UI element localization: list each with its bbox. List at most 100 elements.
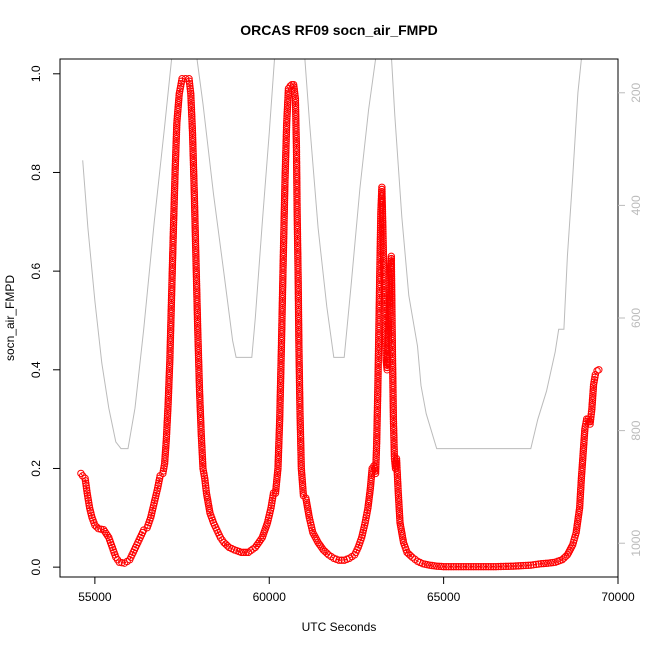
data-point [185, 79, 194, 88]
data-point [586, 420, 594, 428]
data-point [85, 501, 93, 510]
data-point [479, 562, 488, 571]
data-point [590, 375, 599, 384]
data-point [394, 477, 402, 486]
data-point [186, 84, 194, 93]
data-point [389, 415, 398, 423]
data-point [462, 562, 470, 571]
data-point [197, 434, 206, 443]
data-point [390, 450, 399, 458]
data-point [393, 464, 401, 472]
data-point [283, 110, 291, 118]
data-point [529, 561, 538, 569]
data-point [435, 562, 443, 571]
data-point [537, 559, 545, 568]
data-point [185, 75, 193, 83]
data-point [389, 424, 398, 433]
data-point [477, 562, 485, 571]
data-point [390, 431, 398, 440]
data-point [115, 558, 123, 566]
data-point [187, 101, 195, 109]
data-point [589, 385, 597, 393]
data-point [187, 94, 195, 102]
data-point [187, 89, 195, 98]
data-point [482, 562, 490, 571]
data-point [393, 471, 402, 479]
y-tick-label: 0.6 [29, 262, 43, 279]
data-point [390, 429, 398, 437]
data-point [198, 450, 206, 459]
data-point [389, 422, 398, 430]
data-point [103, 531, 112, 540]
data-point [198, 444, 206, 452]
data-point [454, 562, 463, 571]
data-point [437, 562, 445, 571]
data-point [283, 117, 291, 125]
data-point [188, 124, 197, 133]
data-point [390, 436, 398, 444]
data-point [159, 469, 167, 478]
data-point [200, 469, 208, 478]
data-point [593, 367, 601, 375]
data-point [283, 101, 292, 109]
data-point [507, 562, 515, 570]
data-point [187, 103, 196, 112]
y-tick-label: 0.8 [29, 164, 43, 181]
data-point [268, 499, 276, 507]
data-point [472, 562, 480, 571]
data-point [163, 409, 172, 418]
data-point [188, 113, 196, 121]
data-point [181, 75, 190, 83]
data-point [393, 459, 401, 467]
data-point [188, 117, 196, 126]
data-point [335, 556, 343, 564]
data-point [389, 420, 398, 428]
data-point [316, 542, 325, 550]
data-point [82, 479, 90, 487]
data-point [393, 473, 402, 481]
data-point [467, 562, 475, 571]
data-point [390, 427, 398, 435]
data-point [83, 486, 91, 495]
chart-title: ORCAS RF09 socn_air_FMPD [240, 22, 438, 38]
data-point [92, 523, 101, 531]
data-point [198, 455, 207, 463]
data-point [289, 80, 298, 89]
data-point [198, 446, 206, 454]
data-point [163, 419, 171, 427]
data-point [595, 366, 603, 374]
data-point [97, 525, 105, 533]
y-tick-label: 0.4 [29, 361, 43, 378]
x-tick-label: 70000 [601, 590, 635, 604]
data-point [390, 440, 398, 449]
data-point [299, 487, 307, 495]
data-point [175, 92, 183, 100]
data-point [580, 429, 589, 438]
data-point [199, 460, 207, 468]
data-point [159, 467, 168, 475]
data-point [101, 527, 109, 536]
data-point [94, 524, 103, 533]
data-point [582, 417, 590, 426]
data-point [163, 428, 171, 436]
data-point [464, 562, 473, 571]
data-point [590, 378, 598, 386]
data-point [283, 114, 291, 123]
x-tick-label: 55000 [78, 590, 112, 604]
data-point [469, 562, 478, 571]
data-point [392, 454, 401, 463]
data-point [163, 423, 171, 432]
data-point [389, 417, 398, 426]
data-point [163, 416, 171, 425]
data-point [337, 556, 346, 564]
data-point [284, 96, 292, 104]
data-point [160, 462, 168, 470]
data-point [198, 441, 206, 450]
data-point [268, 496, 276, 505]
data-point [187, 92, 195, 100]
data-point [164, 407, 172, 415]
data-point [163, 412, 172, 420]
data-point [102, 529, 110, 538]
x-axis-label: UTC Seconds [302, 620, 377, 634]
